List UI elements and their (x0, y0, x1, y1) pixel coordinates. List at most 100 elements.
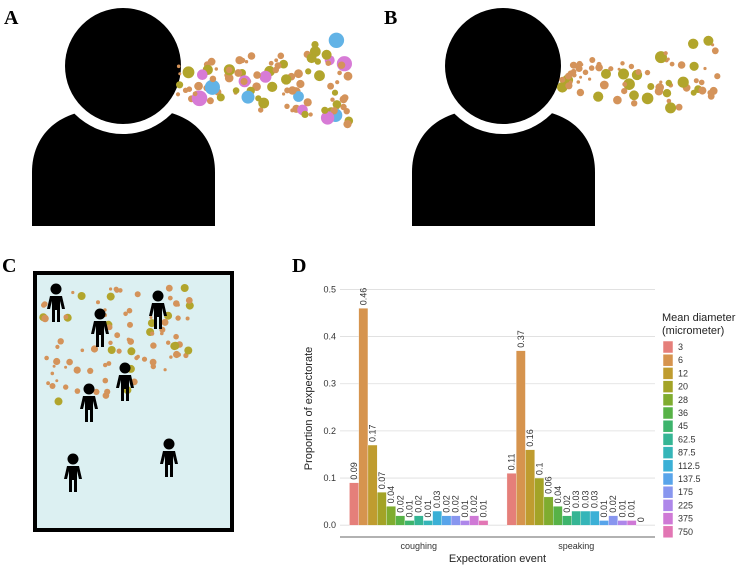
droplet (182, 87, 189, 94)
droplet (272, 66, 279, 74)
legend-swatch (662, 472, 674, 486)
droplet (337, 70, 342, 76)
droplet (107, 346, 116, 354)
droplet (71, 290, 75, 295)
legend-label: 375 (678, 514, 693, 524)
droplet (268, 60, 274, 66)
droplet (288, 86, 297, 95)
droplet (341, 94, 349, 102)
y-tick-label: 0.5 (323, 284, 336, 294)
panel-label: A (4, 7, 19, 29)
droplet (149, 358, 157, 366)
y-tick-label: 0.3 (323, 379, 336, 389)
droplet (559, 76, 566, 83)
droplet (282, 92, 286, 96)
droplet (80, 348, 85, 353)
droplet (576, 88, 585, 97)
droplet (279, 59, 288, 69)
bar (377, 492, 387, 526)
droplet (709, 86, 718, 95)
panel-label: C (2, 255, 16, 277)
droplet (126, 337, 131, 342)
droplet (247, 52, 256, 60)
droplet (232, 87, 240, 94)
droplets (175, 32, 354, 129)
legend-label: 45 (678, 421, 688, 431)
droplet (293, 91, 304, 102)
value-label: 0.16 (525, 429, 535, 447)
y-tick-label: 0.0 (323, 520, 336, 530)
legend-label: 225 (678, 500, 693, 510)
droplet (635, 69, 642, 75)
droplet (241, 90, 255, 104)
bar (358, 308, 369, 526)
droplet (343, 120, 352, 129)
bar (469, 515, 479, 526)
droplet (106, 292, 115, 301)
droplet (677, 61, 686, 69)
droplet (311, 41, 319, 49)
legend-label: 750 (678, 527, 693, 537)
value-label: 0.03 (590, 491, 600, 509)
bar (367, 444, 378, 526)
value-label: 0.01 (599, 500, 609, 518)
droplet (327, 82, 334, 90)
droplet (55, 344, 60, 349)
droplet (666, 57, 670, 61)
legend-label: 175 (678, 487, 693, 497)
droplet (41, 302, 47, 308)
legend-swatch (662, 525, 674, 539)
droplet (596, 61, 602, 67)
y-tick-label: 0.1 (323, 473, 336, 483)
legend-label: 137.5 (678, 474, 701, 484)
value-label: 0.07 (377, 472, 387, 490)
droplet (623, 78, 635, 90)
value-label: 0.03 (432, 491, 442, 509)
bar (562, 515, 572, 526)
droplet (176, 64, 181, 69)
droplet (575, 65, 583, 72)
droplet (331, 89, 339, 96)
bar (478, 520, 489, 526)
droplet (167, 295, 173, 301)
legend-label: 12 (678, 368, 688, 378)
droplet (569, 61, 577, 69)
droplet (698, 86, 707, 95)
droplet (588, 65, 595, 71)
droplet (166, 340, 171, 345)
legend-label: 87.5 (678, 448, 696, 458)
droplet (57, 338, 64, 345)
droplet (173, 350, 181, 359)
droplet (185, 301, 194, 310)
droplet (73, 366, 81, 374)
droplet (303, 98, 312, 107)
droplet (66, 358, 73, 366)
droplet (693, 78, 699, 84)
bar (404, 520, 415, 526)
droplet (106, 324, 113, 331)
droplet (294, 69, 303, 79)
droplet (173, 333, 179, 340)
droplet (314, 70, 325, 82)
droplet (226, 66, 233, 74)
droplet (171, 341, 180, 350)
droplet (690, 89, 697, 96)
droplet (613, 95, 622, 105)
droplet (50, 371, 55, 376)
droplet (582, 69, 589, 76)
droplet (46, 381, 50, 386)
droplet (580, 63, 584, 67)
legend-swatch (662, 446, 674, 459)
value-label: 0.02 (441, 495, 451, 513)
droplet (284, 103, 290, 110)
legend-label: 112.5 (678, 461, 700, 471)
droplet (328, 32, 345, 48)
legend-swatch (662, 485, 674, 499)
droplet (214, 67, 218, 71)
droplet (209, 75, 217, 83)
droplet (343, 71, 353, 81)
droplet (123, 311, 128, 317)
droplet (63, 314, 69, 320)
droplet (588, 77, 592, 81)
droplet (207, 57, 216, 66)
